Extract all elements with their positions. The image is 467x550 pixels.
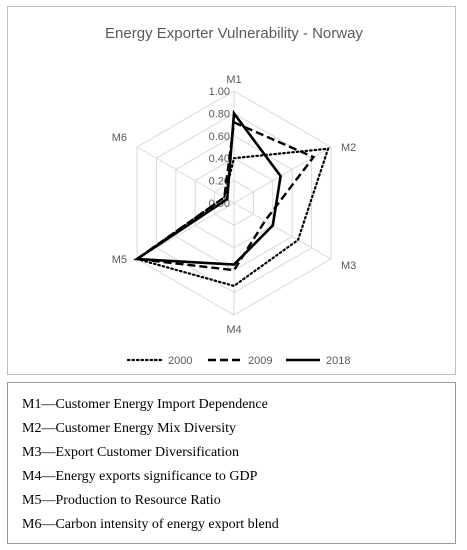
radial-tick-label: 0.60 bbox=[209, 131, 230, 143]
grid-spoke bbox=[233, 202, 332, 260]
legend-label-2009: 2009 bbox=[248, 355, 272, 367]
definition-m6: M6—Carbon intensity of energy export ble… bbox=[22, 517, 279, 532]
radial-tick-label: 0.40 bbox=[209, 153, 230, 165]
axis-label-m2: M2 bbox=[341, 142, 356, 154]
definition-m2: M2—Customer Energy Mix Diversity bbox=[22, 421, 237, 436]
series-2000 bbox=[134, 147, 330, 288]
axis-label-m5: M5 bbox=[112, 254, 127, 266]
grid-spoke bbox=[136, 146, 235, 204]
grid-spoke bbox=[233, 146, 332, 204]
radial-tick-label: 1.00 bbox=[209, 86, 230, 98]
definition-m5: M5—Production to Resource Ratio bbox=[22, 493, 221, 508]
series-2009 bbox=[133, 120, 316, 272]
radial-tick-label: 0.20 bbox=[209, 176, 230, 188]
chart-frame: Energy Exporter Vulnerability - Norway 0… bbox=[7, 6, 456, 375]
definition-m4: M4—Energy exports significance to GDP bbox=[22, 469, 258, 484]
metric-definitions: M1—Customer Energy Import Dependence M2—… bbox=[7, 382, 456, 544]
chart-title: Energy Exporter Vulnerability - Norway bbox=[105, 25, 363, 42]
legend-label-2018: 2018 bbox=[326, 355, 350, 367]
axis-label-m4: M4 bbox=[226, 324, 241, 336]
definition-m1: M1—Customer Energy Import Dependence bbox=[22, 397, 268, 412]
legend-label-2000: 2000 bbox=[168, 355, 192, 367]
axis-label-m1: M1 bbox=[226, 74, 241, 86]
series-2018 bbox=[133, 109, 282, 266]
radar-chart: Energy Exporter Vulnerability - Norway 0… bbox=[105, 25, 363, 367]
radial-tick-label: 0.80 bbox=[209, 108, 230, 120]
axis-label-m6: M6 bbox=[112, 132, 127, 144]
definition-m3: M3—Export Customer Diversification bbox=[22, 445, 239, 460]
axis-label-m3: M3 bbox=[341, 260, 356, 272]
